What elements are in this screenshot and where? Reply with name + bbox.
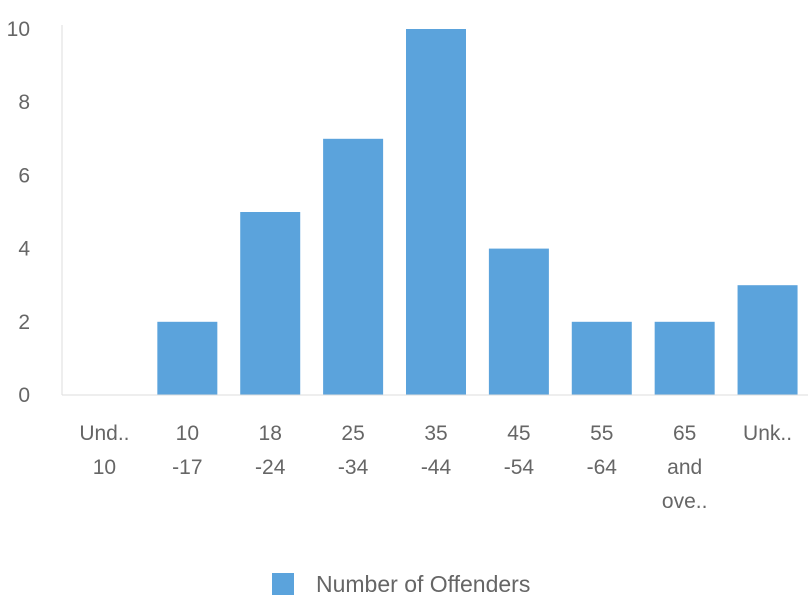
x-tick-label: 18	[259, 422, 282, 445]
x-tick-label: 25	[341, 422, 364, 445]
legend: Number of Offenders	[272, 571, 530, 597]
x-tick-label: 35	[424, 422, 447, 445]
x-tick-label: -44	[421, 456, 452, 479]
y-axis: 0 2 4 6 8 10	[7, 18, 63, 407]
x-tick-label: 55	[590, 422, 613, 445]
bar[interactable]	[488, 248, 549, 395]
x-tick-label: -24	[255, 456, 286, 479]
bar[interactable]	[406, 29, 466, 395]
x-tick-label: 65	[673, 422, 696, 445]
y-tick-label: 10	[7, 18, 30, 41]
y-tick-label: 4	[18, 238, 30, 261]
bar[interactable]	[654, 321, 715, 395]
x-tick-label: Und..	[79, 422, 129, 445]
bars	[157, 29, 798, 396]
legend-label: Number of Offenders	[316, 571, 530, 597]
x-tick-label: 10	[176, 422, 199, 445]
y-tick-label: 6	[18, 164, 30, 187]
bar[interactable]	[737, 285, 798, 395]
x-tick-label: 45	[507, 422, 530, 445]
y-tick-label: 8	[18, 91, 30, 114]
bar[interactable]	[323, 138, 384, 396]
y-tick-label: 0	[18, 384, 30, 407]
bar[interactable]	[240, 212, 301, 395]
x-tick-label: and	[667, 456, 702, 479]
x-tick-label: -34	[338, 456, 369, 479]
x-axis: Und.. 10 10 -17 18 -24 25 -34 35 -44 45 -54 55 -64 65 a…	[62, 394, 808, 513]
x-tick-label: 10	[93, 456, 116, 479]
bar[interactable]	[157, 321, 218, 395]
x-tick-label: -17	[172, 456, 202, 479]
x-tick-label: -64	[587, 456, 618, 479]
y-tick-label: 2	[18, 311, 30, 334]
x-tick-label: ove..	[662, 490, 708, 513]
bar[interactable]	[571, 321, 632, 395]
legend-swatch	[272, 573, 294, 595]
x-tick-label: -54	[504, 456, 535, 479]
x-tick-label: Unk..	[743, 422, 792, 445]
